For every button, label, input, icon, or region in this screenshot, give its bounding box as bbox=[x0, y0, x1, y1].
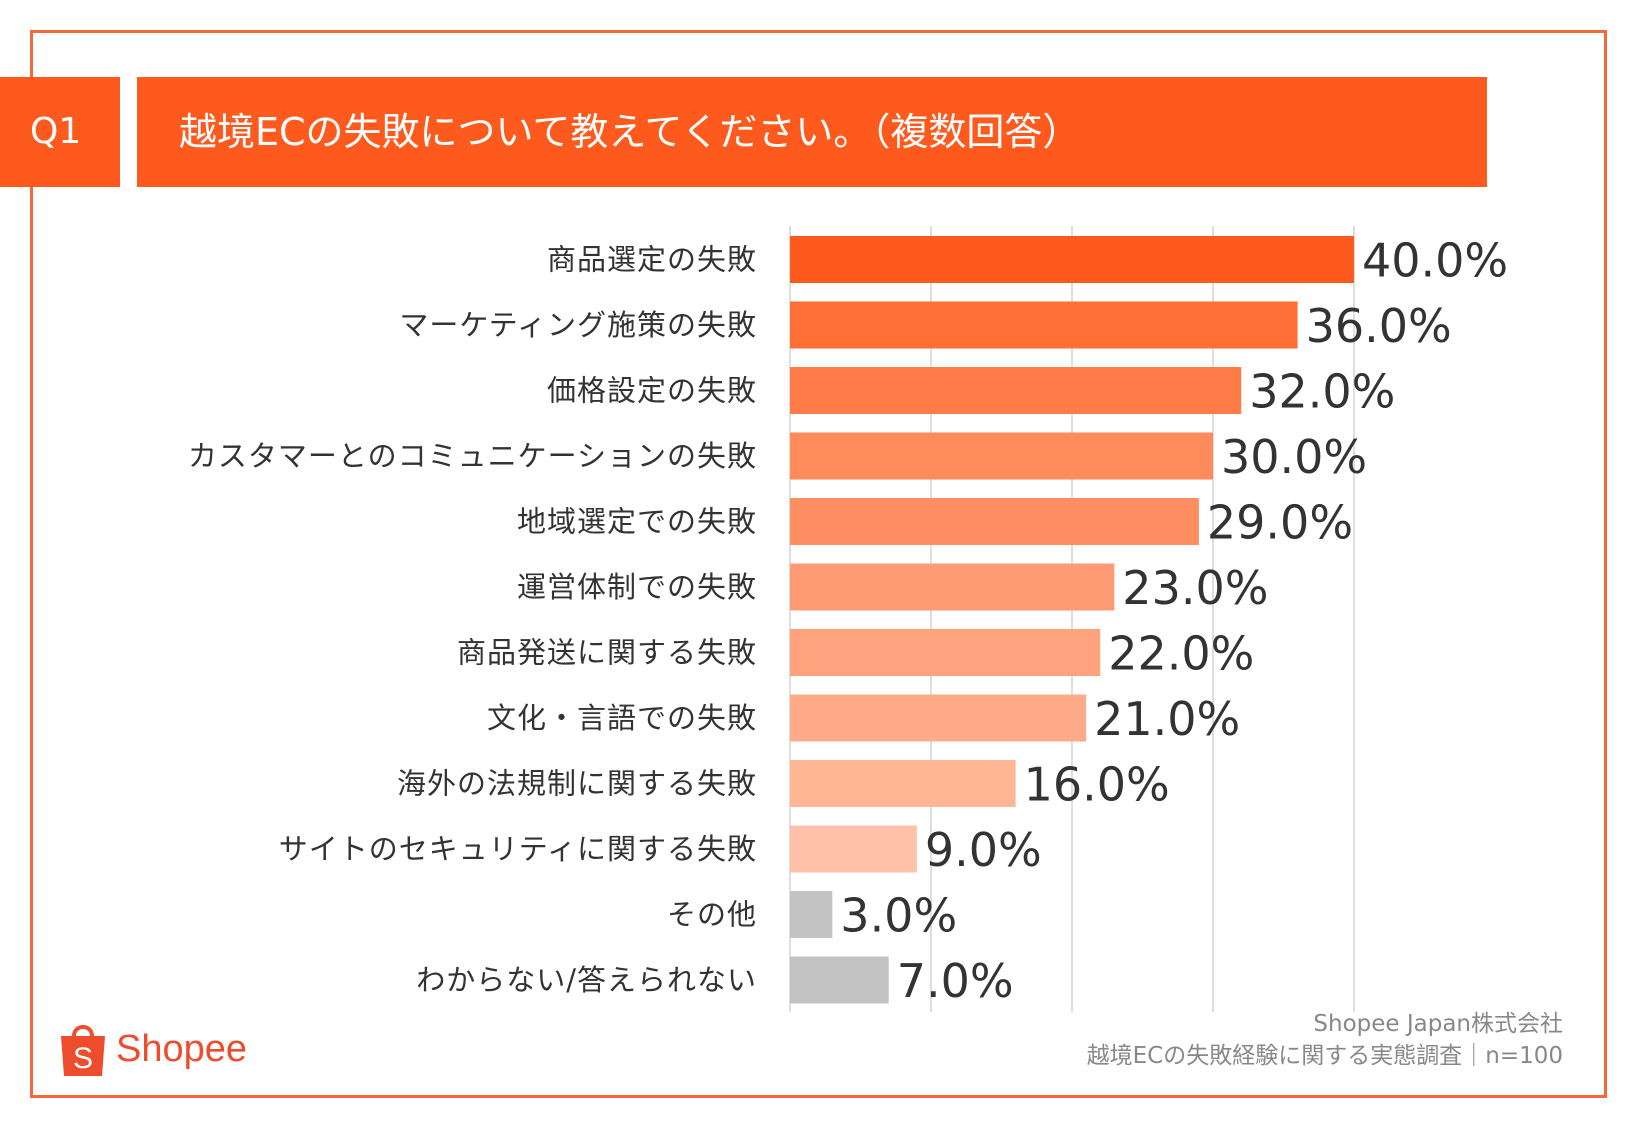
source-note: Shopee Japan株式会社 越境ECの失敗経験に関する実態調査｜n=100 bbox=[1087, 1008, 1563, 1072]
value-label: 21.0% bbox=[1094, 692, 1240, 746]
value-label: 36.0% bbox=[1306, 299, 1452, 353]
bar bbox=[790, 956, 889, 1004]
shopee-logo: S Shopee bbox=[58, 1020, 247, 1078]
category-label: 商品選定の失敗 bbox=[547, 243, 757, 277]
source-survey: 越境ECの失敗経験に関する実態調査｜n=100 bbox=[1086, 1043, 1563, 1069]
category-labels: 商品選定の失敗マーケティング施策の失敗価格設定の失敗カスタマーとのコミュニケーシ… bbox=[188, 243, 757, 998]
value-label: 40.0% bbox=[1362, 234, 1508, 288]
bar bbox=[790, 825, 917, 873]
category-label: 文化・言語での失敗 bbox=[487, 701, 757, 735]
value-label: 7.0% bbox=[897, 954, 1014, 1008]
question-title: 越境ECの失敗について教えてください。（複数回答） bbox=[137, 77, 1487, 187]
value-label: 22.0% bbox=[1108, 627, 1254, 681]
category-label: 海外の法規制に関する失敗 bbox=[397, 767, 757, 801]
value-label: 16.0% bbox=[1024, 758, 1170, 812]
question-badge: Q1 bbox=[0, 77, 120, 187]
bar bbox=[790, 301, 1298, 349]
bar bbox=[790, 629, 1101, 676]
bar bbox=[790, 236, 1354, 283]
bar bbox=[790, 694, 1087, 742]
category-label: カスタマーとのコミュニケーションの失敗 bbox=[188, 439, 757, 473]
category-label: わからない/答えられない bbox=[416, 963, 757, 997]
bar bbox=[790, 432, 1213, 480]
bar bbox=[790, 498, 1199, 545]
shopping-bag-icon: S bbox=[61, 1025, 105, 1076]
chart-frame bbox=[30, 30, 1607, 1098]
category-label: その他 bbox=[667, 898, 757, 932]
bar bbox=[790, 891, 833, 938]
bar bbox=[790, 760, 1016, 807]
bar bbox=[790, 563, 1115, 611]
category-label: 価格設定の失敗 bbox=[547, 374, 757, 408]
category-label: 地域選定での失敗 bbox=[517, 505, 757, 539]
value-label: 29.0% bbox=[1207, 496, 1353, 550]
gridlines bbox=[789, 226, 1355, 1012]
logo-text: Shopee bbox=[116, 1027, 248, 1070]
bar bbox=[790, 367, 1242, 414]
category-label: 運営体制での失敗 bbox=[517, 570, 757, 604]
category-label: サイトのセキュリティに関する失敗 bbox=[279, 832, 757, 866]
value-label: 30.0% bbox=[1221, 430, 1367, 484]
logo-letter: S bbox=[73, 1042, 93, 1075]
source-company: Shopee Japan株式会社 bbox=[1313, 1011, 1563, 1037]
value-label: 32.0% bbox=[1249, 365, 1395, 419]
value-label: 23.0% bbox=[1122, 561, 1268, 615]
bars bbox=[790, 236, 1354, 1004]
value-label: 3.0% bbox=[840, 889, 957, 943]
value-labels: 40.0% 36.0% 32.0% 30.0% 29.0% 23.0% 22.0% 21.0%… bbox=[840, 234, 1508, 1009]
category-label: マーケティング施策の失敗 bbox=[399, 308, 757, 342]
value-label: 9.0% bbox=[925, 823, 1042, 877]
category-label: 商品発送に関する失敗 bbox=[457, 636, 757, 670]
